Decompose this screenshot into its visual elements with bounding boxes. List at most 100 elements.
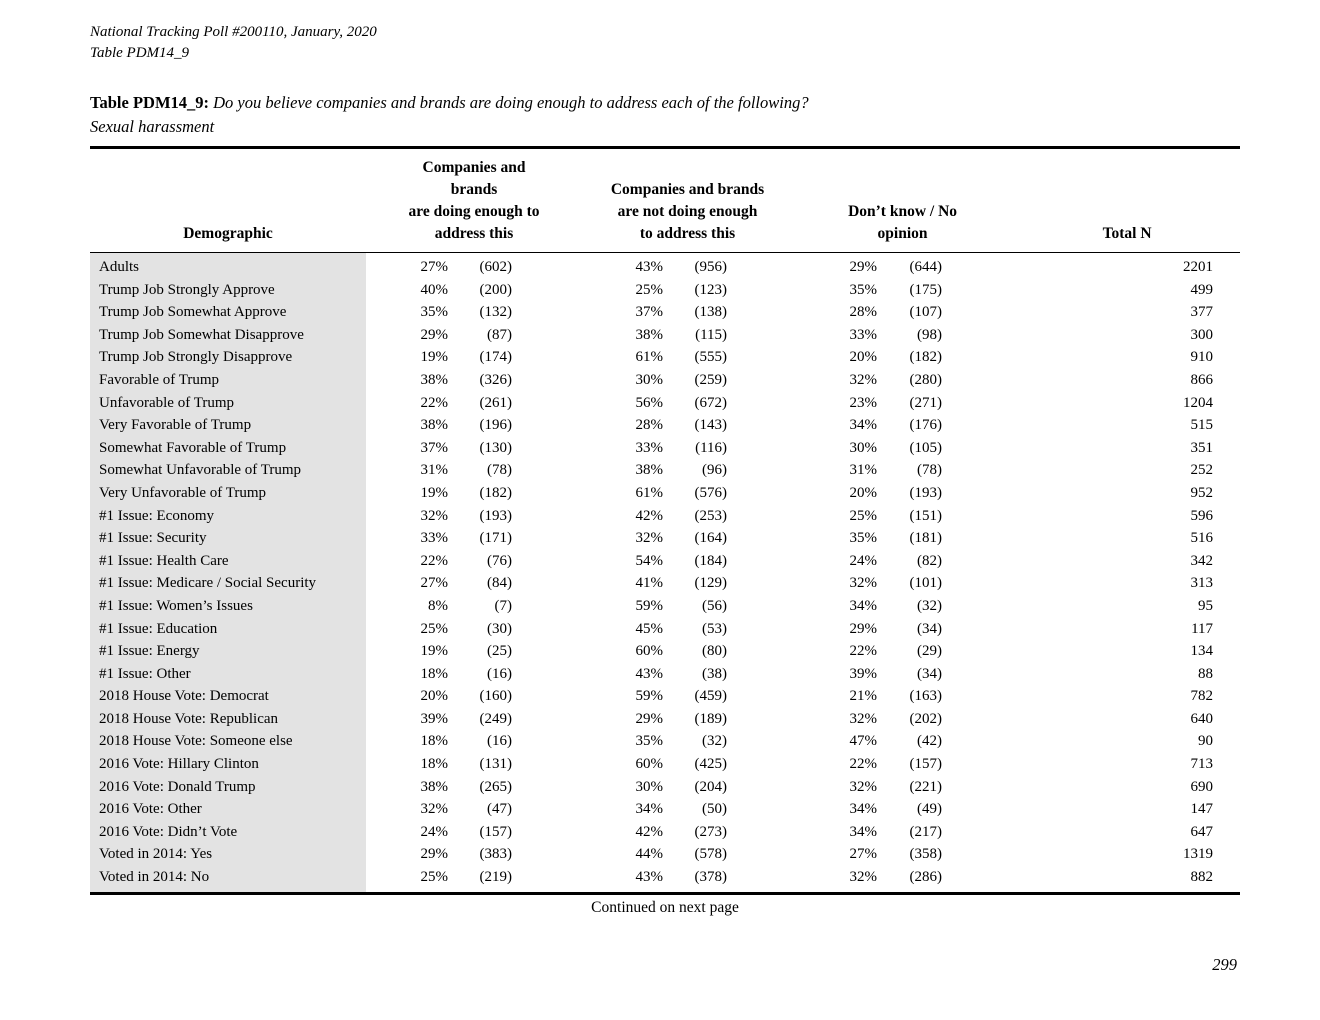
dont-know-pct: 39% xyxy=(849,665,878,682)
total-n-cell: 134 xyxy=(1190,643,1214,660)
doing-enough-pct: 25% xyxy=(420,620,449,637)
not-doing-enough-count: (672) xyxy=(694,394,728,411)
table-row: Trump Job Strongly Disapprove 19% (174) 61%… xyxy=(90,346,1240,369)
demographic-cell: Somewhat Unfavorable of Trump xyxy=(90,459,366,482)
total-n-cell: 2201 xyxy=(1183,259,1214,275)
doing-enough-count: (131) xyxy=(479,756,513,773)
doing-enough-count: (130) xyxy=(479,439,513,456)
dont-know-count: (271) xyxy=(909,394,943,411)
dont-know-pct: 22% xyxy=(849,756,878,773)
not-doing-enough-pct: 38% xyxy=(635,326,664,343)
dont-know-pct: 34% xyxy=(849,801,878,818)
doing-enough-pct: 27% xyxy=(420,259,449,275)
dont-know-count: (29) xyxy=(917,643,943,660)
not-doing-enough-count: (273) xyxy=(694,823,728,840)
table-row: Voted in 2014: Yes 29% (383) 44% (578) 27% (35… xyxy=(90,843,1240,867)
table-title-question: Do you believe companies and brands are … xyxy=(213,93,809,112)
dont-know-count: (286) xyxy=(909,869,943,886)
not-doing-enough-pct: 37% xyxy=(635,304,664,321)
not-doing-enough-count: (189) xyxy=(694,710,728,727)
doing-enough-count: (160) xyxy=(479,688,513,705)
table-body: Adults 27% (602) 43% (956) 29% (644) 2201 Trump … xyxy=(90,252,1240,894)
table-row: #1 Issue: Health Care 22% (76) 54% (184) 24% (… xyxy=(90,549,1240,573)
not-doing-enough-pct: 32% xyxy=(635,530,664,547)
doing-enough-count: (87) xyxy=(487,326,513,343)
table-row: #1 Issue: Security 33% (171) 32% (164) 35% (18… xyxy=(90,527,1240,550)
demographic-cell: Adults xyxy=(90,252,366,279)
dont-know-pct: 30% xyxy=(849,439,878,456)
dont-know-pct: 24% xyxy=(849,552,878,569)
dont-know-pct: 25% xyxy=(849,507,878,524)
table-row: #1 Issue: Women’s Issues 8% (7) 59% (56) 34% (… xyxy=(90,594,1240,618)
doing-enough-pct: 18% xyxy=(420,733,449,750)
not-doing-enough-count: (38) xyxy=(702,665,728,682)
dont-know-count: (202) xyxy=(909,710,943,727)
doing-enough-count: (326) xyxy=(479,371,513,388)
demographic-cell: Very Unfavorable of Trump xyxy=(90,481,366,505)
table-row: Favorable of Trump 38% (326) 30% (259) 32% (28… xyxy=(90,368,1240,392)
demographic-cell: #1 Issue: Health Care xyxy=(90,549,366,573)
total-n-cell: 1204 xyxy=(1183,394,1214,411)
dont-know-count: (358) xyxy=(909,846,943,863)
table-row: 2016 Vote: Donald Trump 38% (265) 30% (204) 3… xyxy=(90,775,1240,799)
doing-enough-pct: 37% xyxy=(420,439,449,456)
header-total-n: Total N xyxy=(1102,225,1152,242)
dont-know-count: (176) xyxy=(909,417,943,434)
table-header: Demographic Companies and brands are doi… xyxy=(90,148,1241,253)
dont-know-count: (101) xyxy=(909,575,943,592)
header-doing-enough: Companies and brands are doing enough to… xyxy=(408,159,540,242)
not-doing-enough-count: (123) xyxy=(694,281,728,298)
demographic-cell: Voted in 2014: Yes xyxy=(90,843,366,867)
doing-enough-count: (383) xyxy=(479,846,513,863)
total-n-cell: 313 xyxy=(1190,575,1214,592)
table-subtitle: Sexual harassment xyxy=(90,117,215,136)
total-n-cell: 515 xyxy=(1190,417,1214,434)
not-doing-enough-count: (56) xyxy=(702,597,728,614)
not-doing-enough-count: (184) xyxy=(694,552,728,569)
demographic-cell: Favorable of Trump xyxy=(90,368,366,392)
demographic-cell: #1 Issue: Women’s Issues xyxy=(90,594,366,618)
dont-know-pct: 20% xyxy=(849,484,878,501)
dont-know-count: (163) xyxy=(909,688,943,705)
doing-enough-count: (219) xyxy=(479,869,513,886)
doing-enough-count: (132) xyxy=(479,304,513,321)
not-doing-enough-pct: 42% xyxy=(635,507,664,524)
doing-enough-pct: 25% xyxy=(420,869,449,886)
doing-enough-count: (602) xyxy=(479,259,513,275)
dont-know-pct: 33% xyxy=(849,326,878,343)
doing-enough-pct: 38% xyxy=(420,778,449,795)
demographic-cell: Trump Job Somewhat Disapprove xyxy=(90,323,366,347)
dont-know-count: (82) xyxy=(917,552,943,569)
dont-know-pct: 35% xyxy=(849,281,878,298)
total-n-cell: 640 xyxy=(1190,710,1214,727)
not-doing-enough-pct: 43% xyxy=(635,259,664,275)
table-title: Table PDM14_9: Do you believe companies … xyxy=(90,91,1240,115)
demographic-cell: Trump Job Somewhat Approve xyxy=(90,301,366,324)
crosstab-table: Demographic Companies and brands are doi… xyxy=(90,146,1241,895)
not-doing-enough-pct: 60% xyxy=(635,643,664,660)
dont-know-count: (151) xyxy=(909,507,943,524)
not-doing-enough-pct: 44% xyxy=(635,846,664,863)
dont-know-count: (34) xyxy=(917,620,943,637)
total-n-cell: 342 xyxy=(1190,552,1214,569)
not-doing-enough-pct: 43% xyxy=(635,869,664,886)
dont-know-count: (193) xyxy=(909,484,943,501)
table-row: Somewhat Unfavorable of Trump 31% (78) 38% (… xyxy=(90,459,1240,482)
total-n-cell: 147 xyxy=(1190,801,1214,818)
dont-know-pct: 32% xyxy=(849,869,878,886)
dont-know-count: (49) xyxy=(917,801,943,818)
dont-know-pct: 21% xyxy=(849,688,878,705)
doing-enough-pct: 20% xyxy=(420,688,449,705)
dont-know-count: (175) xyxy=(909,281,943,298)
total-n-cell: 1319 xyxy=(1183,846,1214,863)
dont-know-pct: 34% xyxy=(849,823,878,840)
total-n-cell: 88 xyxy=(1198,665,1214,682)
doing-enough-count: (157) xyxy=(479,823,513,840)
not-doing-enough-pct: 45% xyxy=(635,620,664,637)
doing-enough-count: (7) xyxy=(494,597,513,614)
doing-enough-count: (84) xyxy=(487,575,513,592)
dont-know-pct: 34% xyxy=(849,597,878,614)
total-n-cell: 499 xyxy=(1190,281,1214,298)
doing-enough-pct: 29% xyxy=(420,326,449,343)
